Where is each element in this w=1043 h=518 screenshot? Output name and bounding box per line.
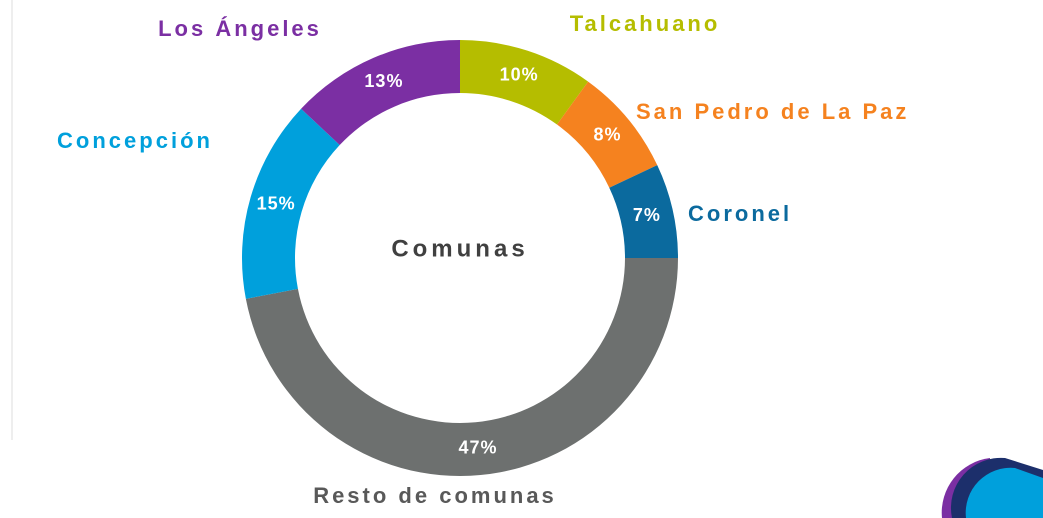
value-label: 8% xyxy=(594,125,622,145)
value-label: 47% xyxy=(459,437,498,457)
donut-segment xyxy=(301,40,460,146)
value-label: 7% xyxy=(633,205,661,225)
donut-segment xyxy=(242,108,340,299)
value-label: 13% xyxy=(364,71,403,91)
category-label: San Pedro de La Paz xyxy=(636,99,909,124)
center-label: Comunas xyxy=(391,235,528,262)
logo xyxy=(941,457,1043,518)
donut-segment xyxy=(245,258,678,477)
donut-segment xyxy=(460,40,589,125)
donut-segment xyxy=(556,81,658,188)
category-label: Coronel xyxy=(688,201,792,226)
category-label: Los Ángeles xyxy=(158,16,322,41)
value-label: 10% xyxy=(500,65,539,85)
category-label: Talcahuano xyxy=(570,11,721,36)
donut-segment xyxy=(609,165,678,258)
value-label: 15% xyxy=(257,193,296,213)
category-label: Concepción xyxy=(57,128,213,153)
category-label: Resto de comunas xyxy=(313,483,557,508)
